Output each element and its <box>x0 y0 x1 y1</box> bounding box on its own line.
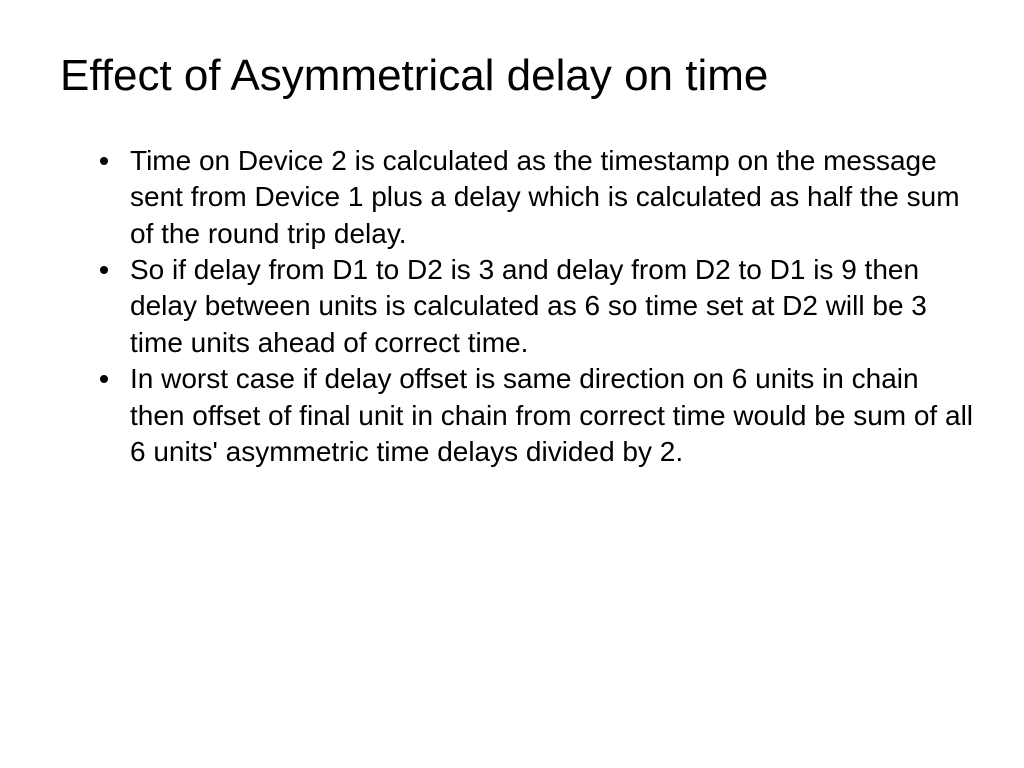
slide-title: Effect of Asymmetrical delay on time <box>50 50 974 103</box>
bullet-item: Time on Device 2 is calculated as the ti… <box>100 143 974 252</box>
bullet-item: In worst case if delay offset is same di… <box>100 361 974 470</box>
bullet-list: Time on Device 2 is calculated as the ti… <box>50 143 974 471</box>
bullet-item: So if delay from D1 to D2 is 3 and delay… <box>100 252 974 361</box>
slide-container: Effect of Asymmetrical delay on time Tim… <box>0 0 1024 768</box>
